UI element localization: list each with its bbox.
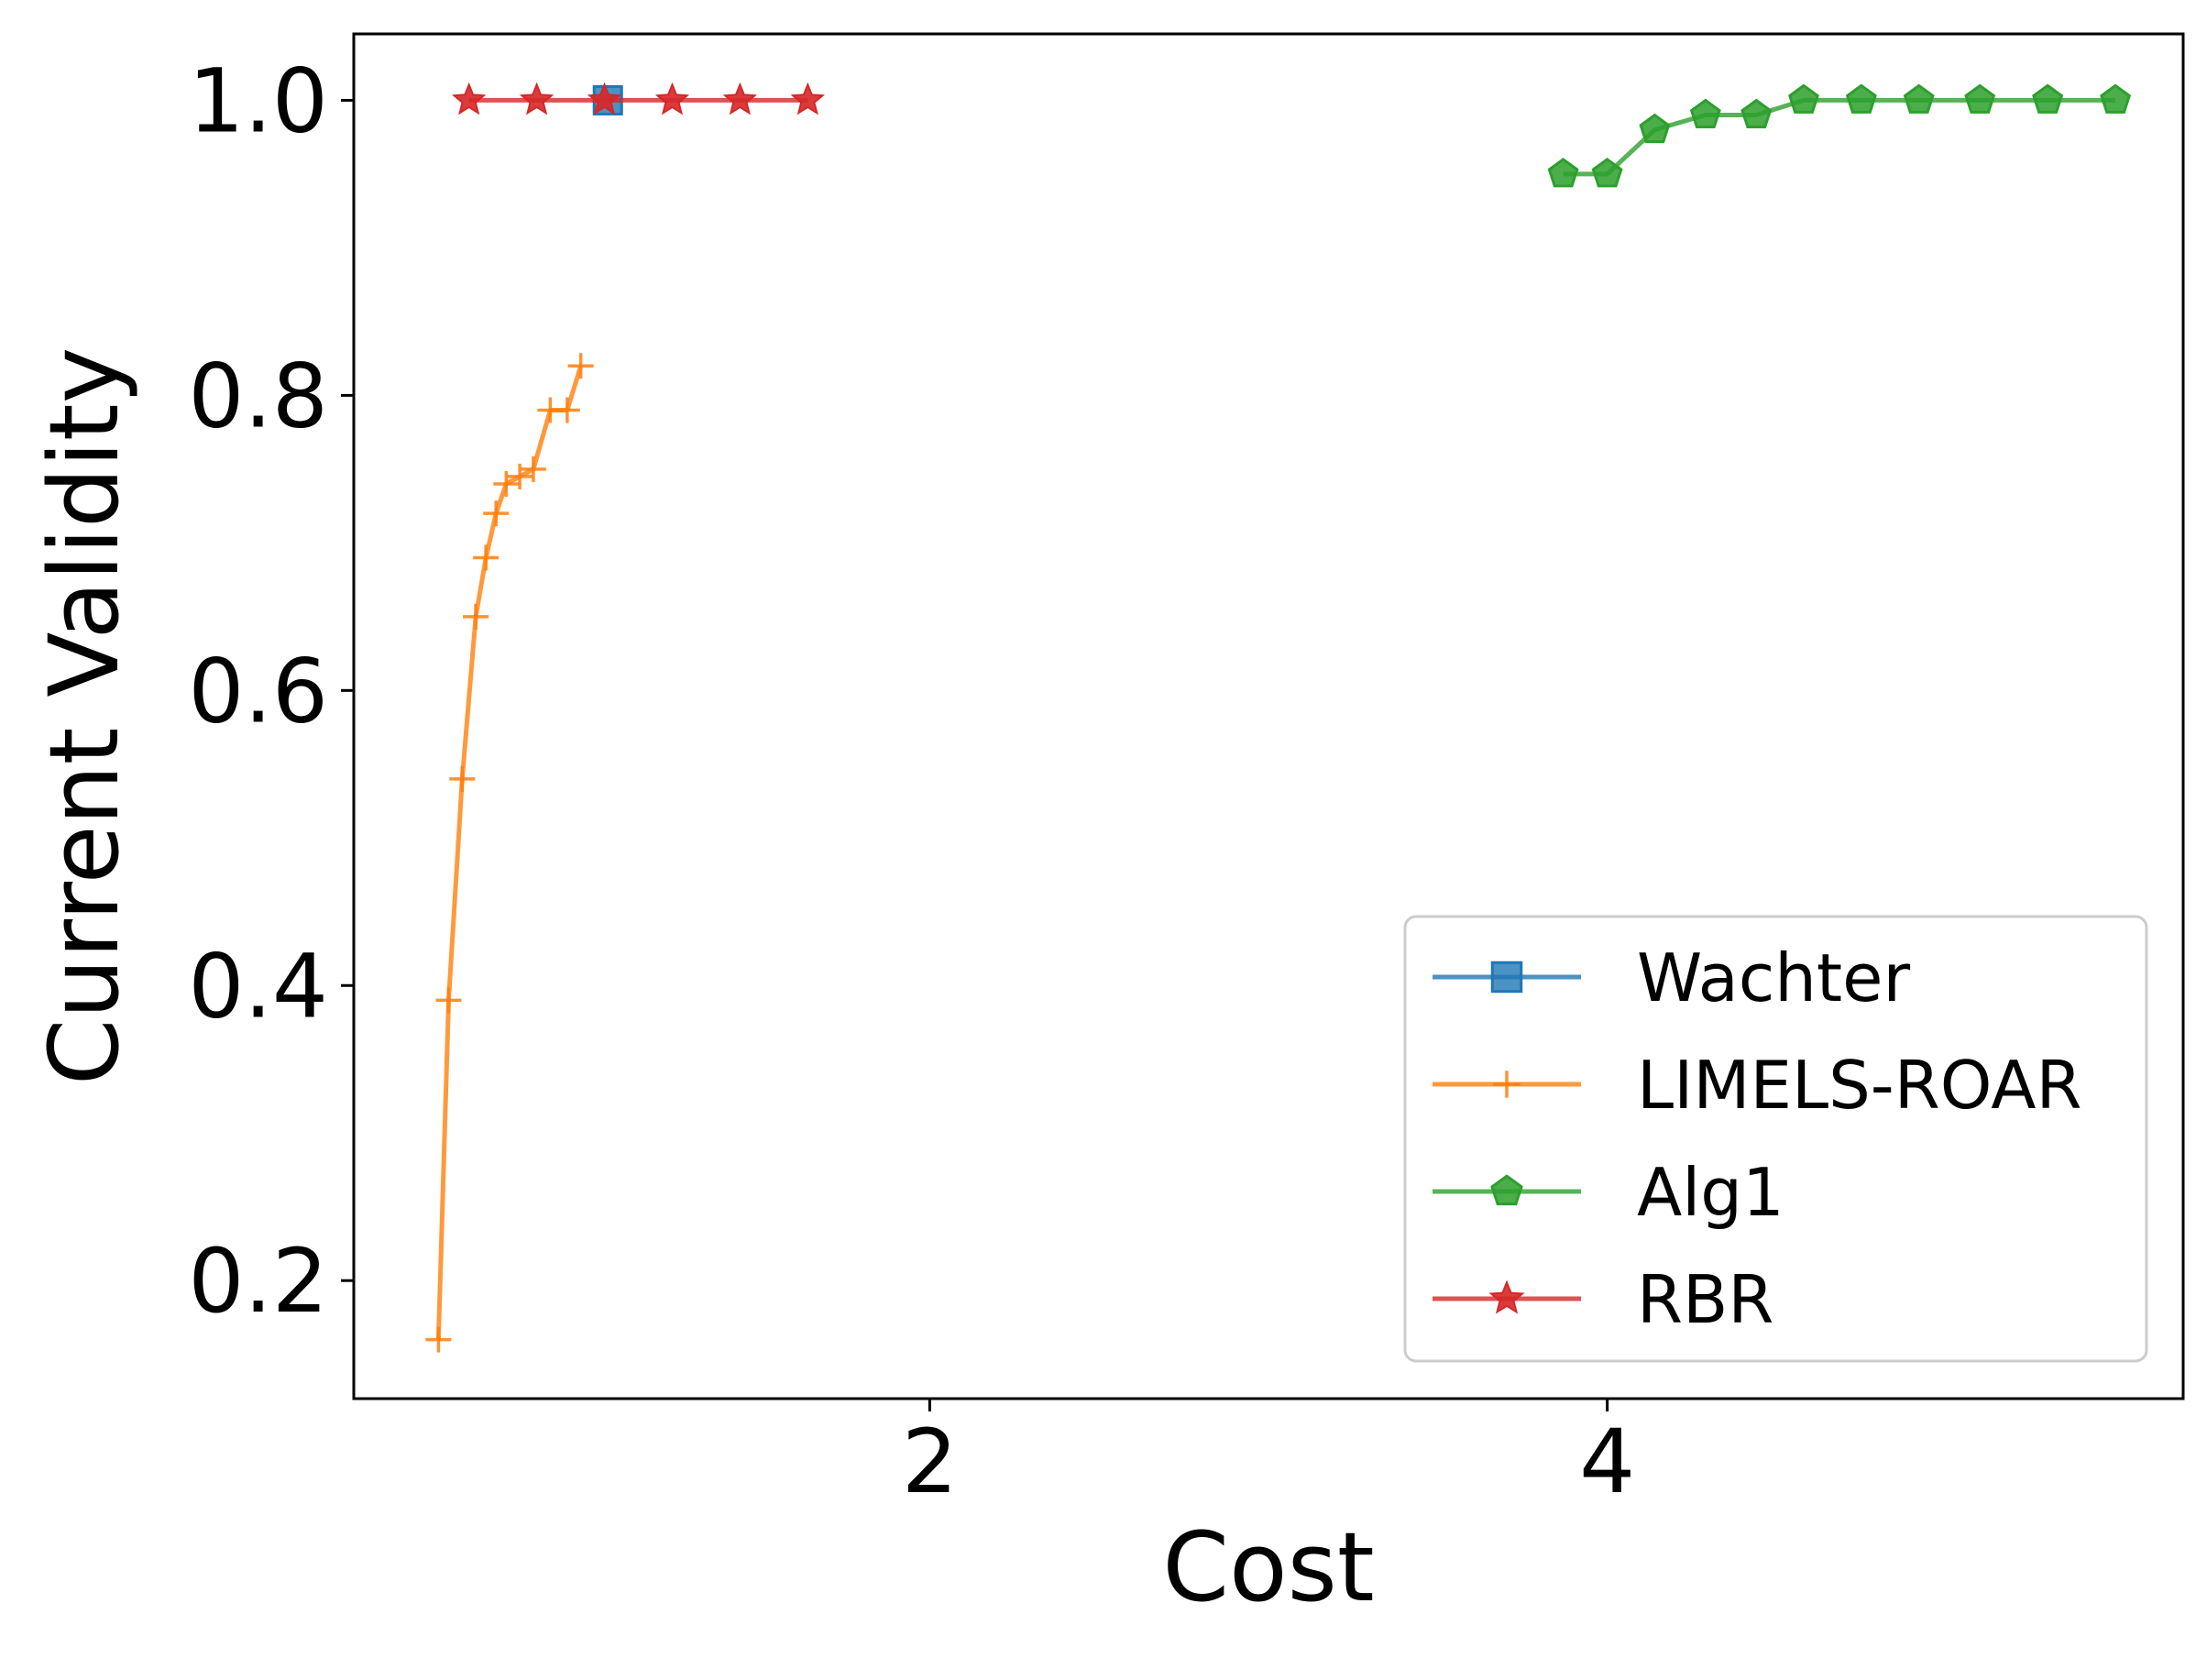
x-tick-label: 2 (902, 1411, 958, 1513)
data-point-rbr (654, 82, 690, 115)
legend-label: RBR (1637, 1261, 1773, 1338)
data-point-alg1 (1845, 83, 1877, 114)
y-axis-ticks: 0.2 0.4 0.6 0.8 1.0 (188, 49, 354, 1333)
legend-entry-rbr: RBR (1433, 1261, 1773, 1338)
legend-box (1403, 915, 2148, 1363)
data-point-limels-roar (483, 500, 510, 527)
series-rbr (451, 82, 826, 115)
data-point-alg1 (1903, 83, 1935, 114)
data-point-limels-roar (473, 544, 500, 571)
data-point-limels-roar (520, 456, 546, 482)
legend-label: Alg1 (1637, 1154, 1784, 1231)
data-point-limels-roar (554, 397, 580, 423)
legend: Wachter LIMELS-ROAR Alg1 RBR (1403, 915, 2148, 1363)
data-point-alg1 (1964, 83, 1996, 114)
y-tick-label: 0.6 (188, 640, 328, 742)
plot-area (425, 82, 2132, 1353)
data-point-alg1 (1788, 83, 1819, 114)
series-limels-roar (425, 353, 594, 1353)
data-point-alg1 (1591, 158, 1623, 188)
y-tick-label: 0.4 (188, 935, 328, 1038)
y-tick-label: 0.2 (188, 1230, 328, 1333)
data-point-limels-roar (449, 765, 476, 792)
series-alg1 (1547, 83, 2132, 188)
legend-marker (1490, 961, 1523, 994)
data-point-limels-roar (493, 470, 520, 497)
y-axis-title: Current Validity (28, 347, 140, 1086)
data-point-rbr (519, 82, 554, 115)
x-axis-title: Cost (1162, 1511, 1374, 1623)
data-point-alg1 (2032, 83, 2064, 114)
legend-marker (1493, 1071, 1521, 1098)
plot-frame (352, 32, 2185, 1400)
data-point-limels-roar (463, 603, 489, 630)
data-point-limels-roar (507, 463, 533, 489)
y-tick-label: 0.8 (188, 345, 328, 447)
data-point-rbr (722, 82, 758, 115)
legend-entry-wachter: Wachter (1433, 939, 1910, 1016)
legend-entry-alg1: Alg1 (1433, 1154, 1784, 1231)
data-point-limels-roar (425, 1326, 452, 1353)
legend-marker (1488, 1279, 1525, 1314)
data-point-rbr (451, 82, 487, 115)
data-point-alg1 (2100, 83, 2132, 114)
data-point-alg1 (1547, 158, 1579, 188)
data-point-rbr (587, 82, 622, 115)
data-point-limels-roar (567, 353, 594, 379)
data-point-alg1 (1639, 113, 1671, 144)
y-tick-label: 1.0 (188, 49, 328, 152)
legend-entry-limels-roar: LIMELS-ROAR (1433, 1047, 2081, 1124)
legend-label: LIMELS-ROAR (1637, 1047, 2081, 1124)
data-point-limels-roar (435, 987, 462, 1014)
x-tick-label: 4 (1579, 1411, 1635, 1513)
legend-label: Wachter (1637, 939, 1910, 1016)
legend-marker (1490, 1174, 1523, 1206)
data-point-alg1 (1689, 98, 1721, 128)
data-point-alg1 (1740, 98, 1773, 128)
data-point-rbr (790, 82, 826, 115)
